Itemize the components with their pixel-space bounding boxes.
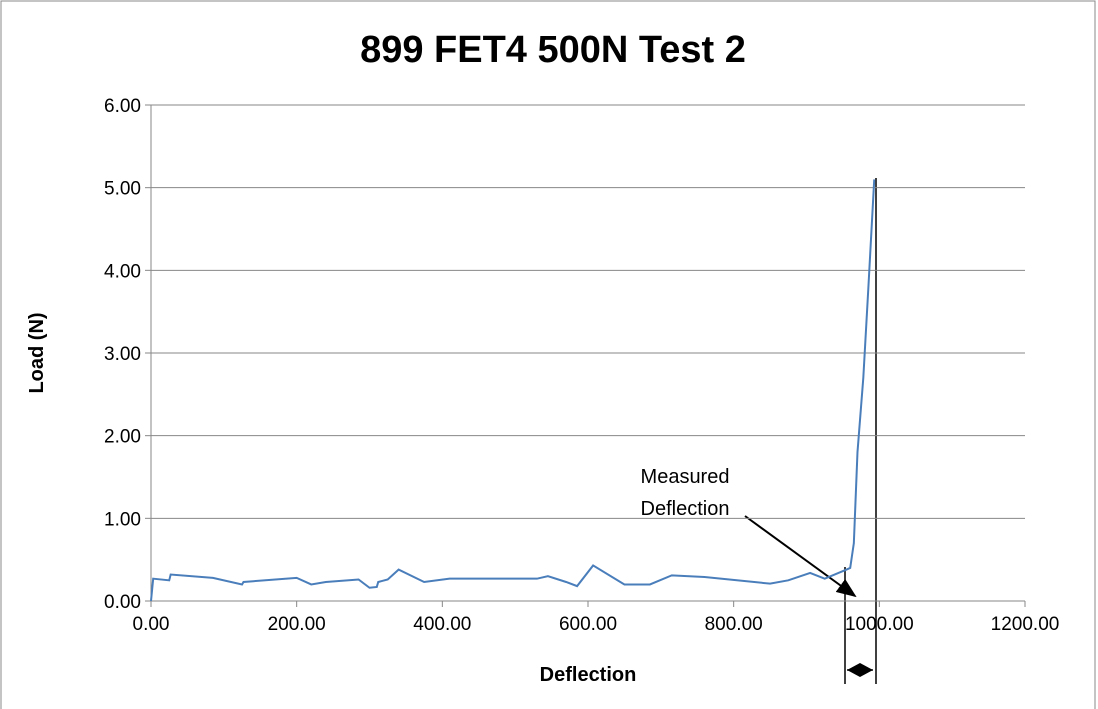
chart-title: 899 FET4 500N Test 2 bbox=[360, 29, 746, 71]
x-tick-label: 200.00 bbox=[268, 614, 326, 635]
y-tick-label: 2.00 bbox=[104, 427, 141, 448]
y-tick-label: 3.00 bbox=[104, 344, 141, 365]
y-tick-label: 1.00 bbox=[104, 509, 141, 530]
x-tick-label: 1200.00 bbox=[991, 614, 1060, 635]
y-axis-label: Load (N) bbox=[26, 312, 48, 393]
x-tick-label: 800.00 bbox=[705, 614, 763, 635]
y-tick-label: 5.00 bbox=[104, 179, 141, 200]
annotation-text: Measured bbox=[641, 466, 730, 488]
annotation-arrow bbox=[744, 515, 857, 598]
y-tick-label: 0.00 bbox=[104, 592, 141, 613]
x-tick-label: 1000.00 bbox=[845, 614, 914, 635]
y-tick-label: 4.00 bbox=[104, 261, 141, 282]
data-line bbox=[150, 179, 876, 602]
y-tick-label: 6.00 bbox=[104, 96, 141, 117]
x-tick-label: 600.00 bbox=[559, 614, 617, 635]
annotation-text: Deflection bbox=[641, 498, 730, 520]
x-tick-label: 0.00 bbox=[133, 614, 170, 635]
x-tick-label: 400.00 bbox=[413, 614, 471, 635]
x-axis-label: Deflection bbox=[540, 664, 637, 686]
